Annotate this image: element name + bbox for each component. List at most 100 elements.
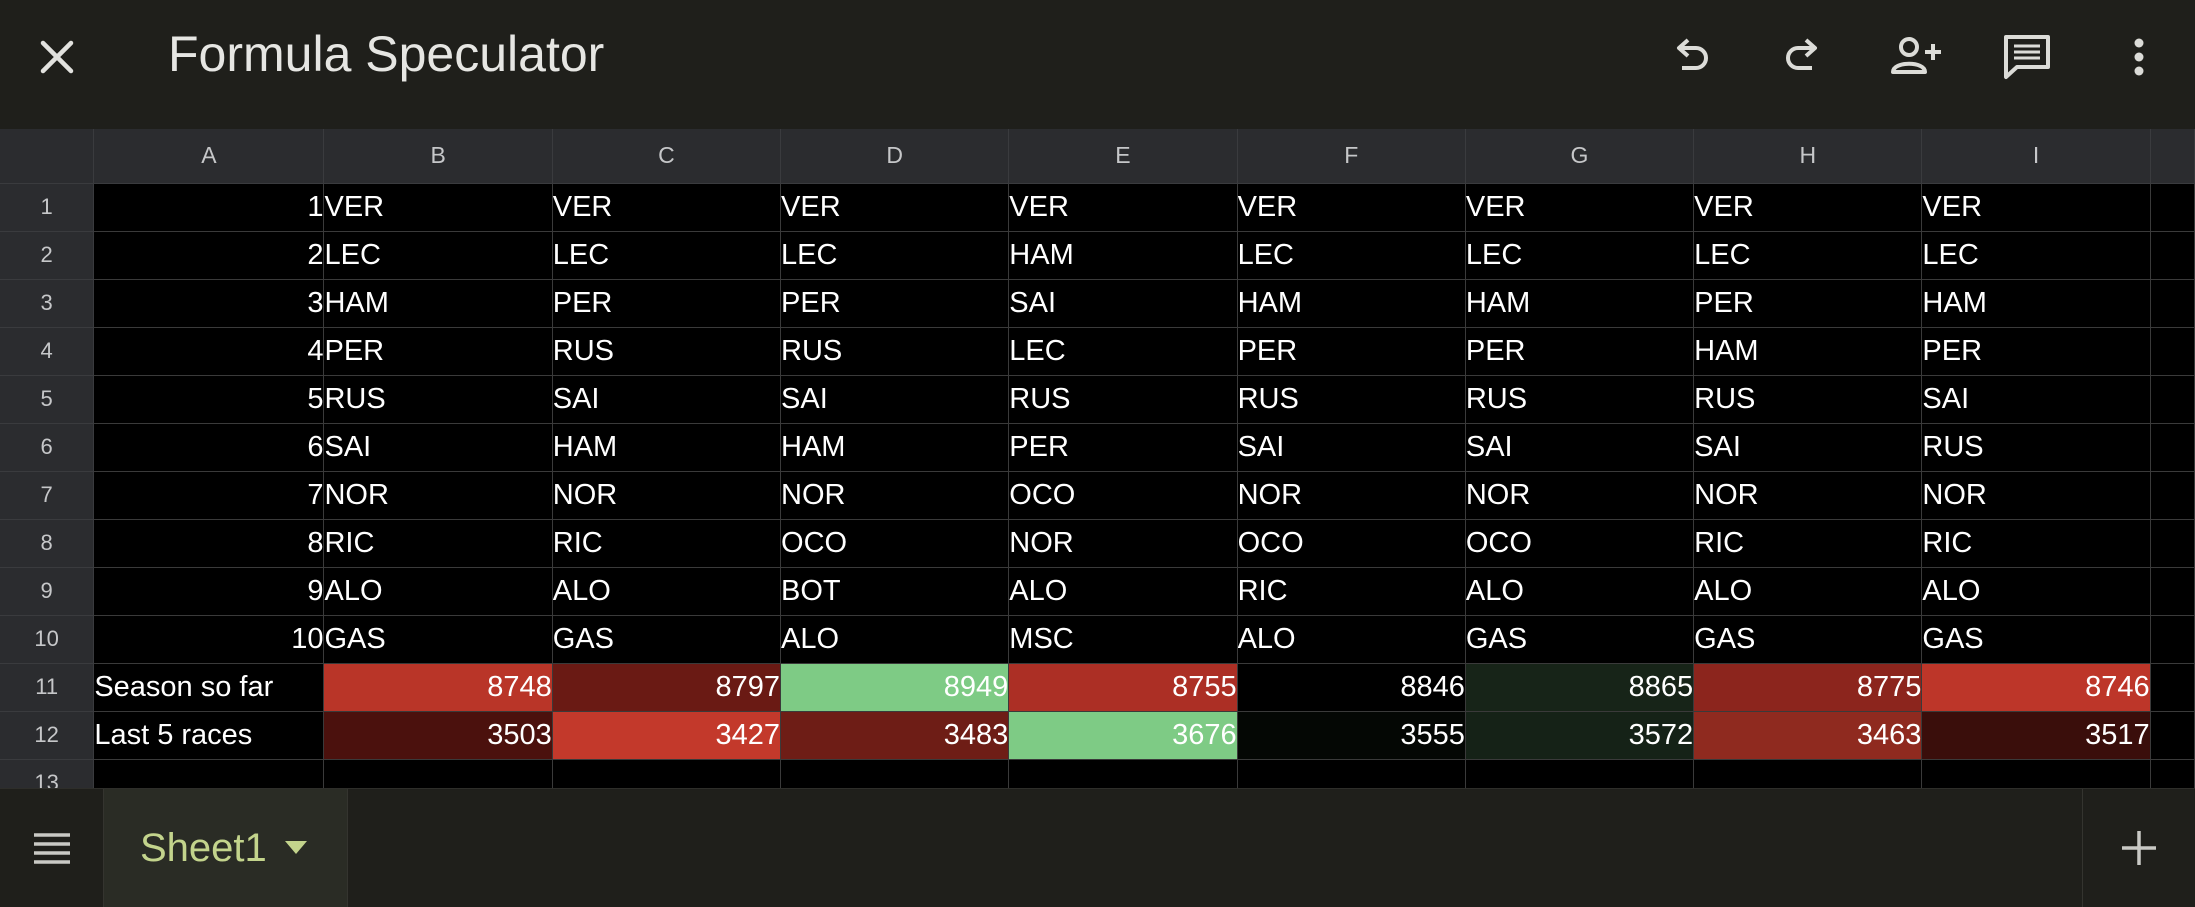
row-header[interactable]: 8 — [0, 519, 95, 568]
cell-i11[interactable]: 8746 — [1921, 663, 2151, 712]
cell-c10[interactable]: GAS — [552, 615, 782, 664]
cell-c11[interactable]: 8797 — [552, 663, 782, 712]
column-header-f[interactable]: F — [1237, 129, 1466, 184]
cell-e1[interactable]: VER — [1008, 183, 1238, 232]
cell-d5[interactable]: SAI — [780, 375, 1010, 424]
cell-b4[interactable]: PER — [323, 327, 553, 376]
cell-d13[interactable] — [780, 759, 1010, 788]
cell-b13[interactable] — [323, 759, 553, 788]
column-header-h[interactable]: H — [1693, 129, 1923, 184]
cell-f10[interactable]: ALO — [1237, 615, 1466, 664]
cell-b10[interactable]: GAS — [323, 615, 553, 664]
column-header-c[interactable]: C — [552, 129, 782, 184]
cell-g7[interactable]: NOR — [1465, 471, 1695, 520]
cell-e9[interactable]: ALO — [1008, 567, 1238, 616]
cell-a10[interactable]: 10 — [93, 615, 325, 664]
cell-h11[interactable]: 8775 — [1693, 663, 1923, 712]
cell-f7[interactable]: NOR — [1237, 471, 1466, 520]
row-header[interactable]: 9 — [0, 567, 95, 616]
undo-button[interactable] — [1658, 24, 1724, 90]
cell-h10[interactable]: GAS — [1693, 615, 1923, 664]
cell-d7[interactable]: NOR — [780, 471, 1010, 520]
cell-f13[interactable] — [1237, 759, 1466, 788]
cell-f11[interactable]: 8846 — [1237, 663, 1466, 712]
cell-g5[interactable]: RUS — [1465, 375, 1695, 424]
more-options-button[interactable] — [2106, 24, 2172, 90]
cell-e8[interactable]: NOR — [1008, 519, 1238, 568]
column-header-b[interactable]: B — [323, 129, 553, 184]
cell-f6[interactable]: SAI — [1237, 423, 1466, 472]
cell-d3[interactable]: PER — [780, 279, 1010, 328]
cell-c3[interactable]: PER — [552, 279, 782, 328]
cell-e13[interactable] — [1008, 759, 1238, 788]
cell-d2[interactable]: LEC — [780, 231, 1010, 280]
cell-i5[interactable]: SAI — [1921, 375, 2151, 424]
row-header[interactable]: 6 — [0, 423, 95, 472]
cell-h6[interactable]: SAI — [1693, 423, 1923, 472]
cell-h2[interactable]: LEC — [1693, 231, 1923, 280]
cell-g13[interactable] — [1465, 759, 1695, 788]
cell-e2[interactable]: HAM — [1008, 231, 1238, 280]
cell-d12[interactable]: 3483 — [780, 711, 1010, 760]
column-header-g[interactable]: G — [1465, 129, 1695, 184]
row-header[interactable]: 13 — [0, 759, 95, 788]
cell-f8[interactable]: OCO — [1237, 519, 1466, 568]
cell-g1[interactable]: VER — [1465, 183, 1695, 232]
cell-c1[interactable]: VER — [552, 183, 782, 232]
cell-g10[interactable]: GAS — [1465, 615, 1695, 664]
redo-button[interactable] — [1770, 24, 1836, 90]
cell-i1[interactable]: VER — [1921, 183, 2151, 232]
cell-c7[interactable]: NOR — [552, 471, 782, 520]
cell-a5[interactable]: 5 — [93, 375, 325, 424]
cell-b12[interactable]: 3503 — [323, 711, 553, 760]
cell-a12[interactable]: Last 5 races — [93, 711, 325, 760]
cell-b5[interactable]: RUS — [323, 375, 553, 424]
cell-e12[interactable]: 3676 — [1008, 711, 1238, 760]
cell-h3[interactable]: PER — [1693, 279, 1923, 328]
cell-b9[interactable]: ALO — [323, 567, 553, 616]
cell-i7[interactable]: NOR — [1921, 471, 2151, 520]
row-header[interactable]: 7 — [0, 471, 95, 520]
cell-d9[interactable]: BOT — [780, 567, 1010, 616]
cell-f9[interactable]: RIC — [1237, 567, 1466, 616]
cell-c2[interactable]: LEC — [552, 231, 782, 280]
cell-a6[interactable]: 6 — [93, 423, 325, 472]
cell-c8[interactable]: RIC — [552, 519, 782, 568]
row-header[interactable]: 10 — [0, 615, 95, 664]
cell-h8[interactable]: RIC — [1693, 519, 1923, 568]
column-header-e[interactable]: E — [1008, 129, 1238, 184]
column-header-a[interactable]: A — [93, 129, 325, 184]
cell-c13[interactable] — [552, 759, 782, 788]
cell-i13[interactable] — [1921, 759, 2151, 788]
cell-b11[interactable]: 8748 — [323, 663, 553, 712]
row-header[interactable]: 4 — [0, 327, 95, 376]
cell-i3[interactable]: HAM — [1921, 279, 2151, 328]
cell-a1[interactable]: 1 — [93, 183, 325, 232]
comments-button[interactable] — [1994, 24, 2060, 90]
row-header[interactable]: 12 — [0, 711, 95, 760]
cell-a3[interactable]: 3 — [93, 279, 325, 328]
cell-g9[interactable]: ALO — [1465, 567, 1695, 616]
cell-h1[interactable]: VER — [1693, 183, 1923, 232]
cell-h5[interactable]: RUS — [1693, 375, 1923, 424]
cell-g3[interactable]: HAM — [1465, 279, 1695, 328]
cell-f1[interactable]: VER — [1237, 183, 1466, 232]
cell-g12[interactable]: 3572 — [1465, 711, 1695, 760]
cell-f3[interactable]: HAM — [1237, 279, 1466, 328]
cell-e7[interactable]: OCO — [1008, 471, 1238, 520]
cell-a7[interactable]: 7 — [93, 471, 325, 520]
cell-g8[interactable]: OCO — [1465, 519, 1695, 568]
cell-g4[interactable]: PER — [1465, 327, 1695, 376]
close-button[interactable] — [24, 24, 90, 90]
cell-i4[interactable]: PER — [1921, 327, 2151, 376]
cell-h12[interactable]: 3463 — [1693, 711, 1923, 760]
row-header[interactable]: 2 — [0, 231, 95, 280]
cell-b3[interactable]: HAM — [323, 279, 553, 328]
cell-g2[interactable]: LEC — [1465, 231, 1695, 280]
cell-h9[interactable]: ALO — [1693, 567, 1923, 616]
cell-a11[interactable]: Season so far — [93, 663, 325, 712]
cell-d1[interactable]: VER — [780, 183, 1010, 232]
cell-i9[interactable]: ALO — [1921, 567, 2151, 616]
cell-c12[interactable]: 3427 — [552, 711, 782, 760]
